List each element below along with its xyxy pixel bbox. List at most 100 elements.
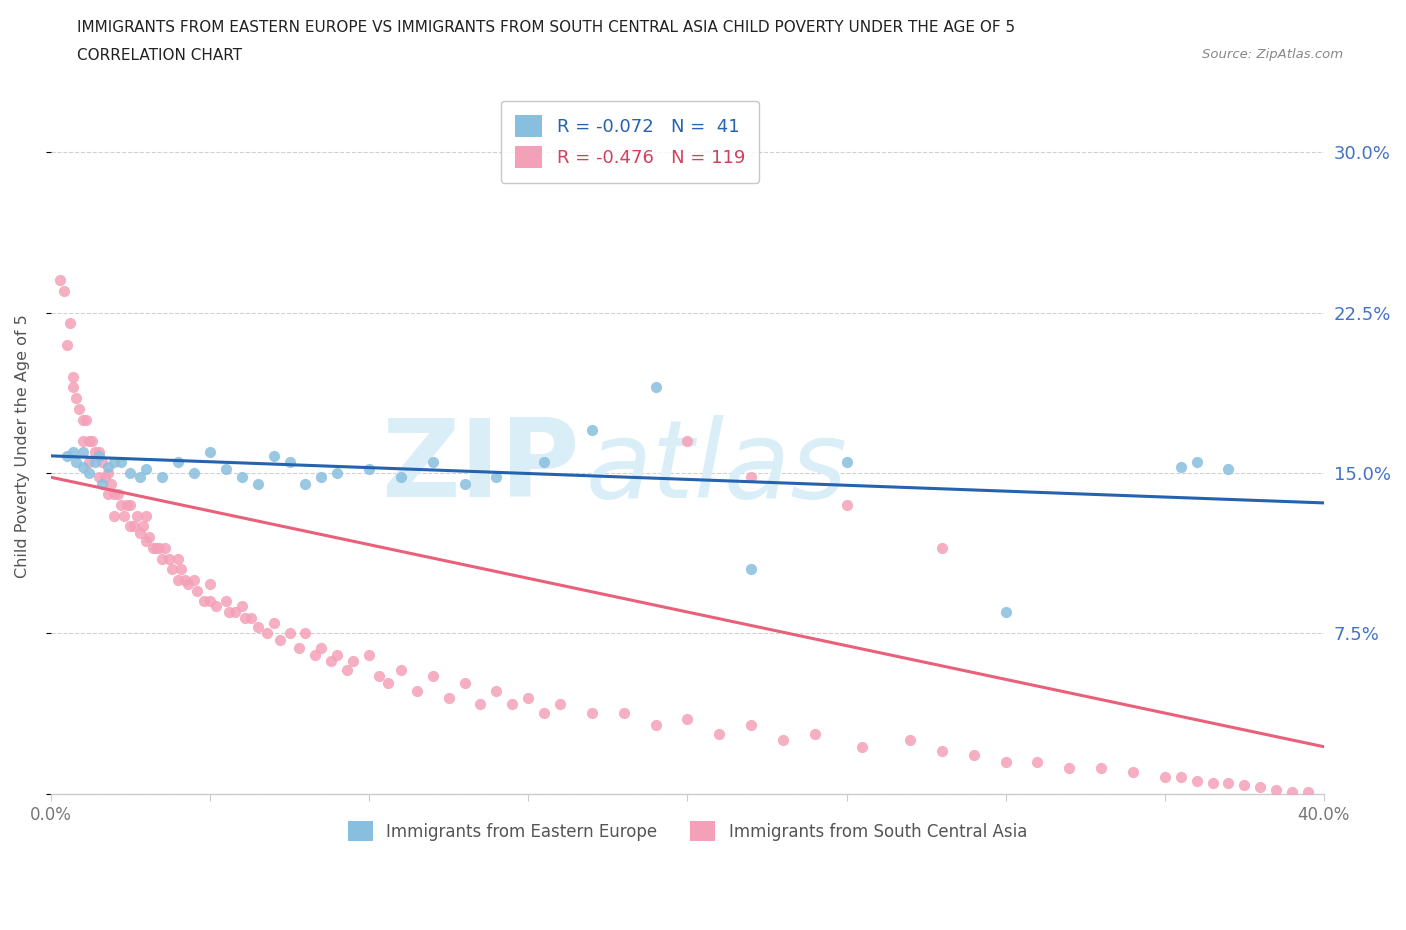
Point [740,562,762,577]
Point [183,573,205,588]
Point [87,470,110,485]
Point [772,733,794,748]
Point [676,711,699,726]
Point [1218,461,1240,476]
Point [84,455,107,470]
Point [644,380,666,395]
Point [142,540,165,555]
Point [65,391,87,405]
Point [135,509,157,524]
Point [77,455,100,470]
Point [342,654,364,669]
Point [186,583,208,598]
Point [1185,455,1208,470]
Point [994,754,1017,769]
Point [120,498,142,512]
Point [112,509,135,524]
Point [198,577,221,591]
Point [160,562,183,577]
Point [1281,784,1303,799]
Point [115,498,138,512]
Point [359,461,381,476]
Point [1170,459,1192,474]
Point [145,540,167,555]
Point [288,641,311,656]
Point [256,626,278,641]
Point [405,684,427,698]
Point [1249,780,1271,795]
Point [198,594,221,609]
Point [835,498,858,512]
Text: atlas: atlas [585,415,848,520]
Point [72,433,94,448]
Point [501,697,523,711]
Point [389,470,412,485]
Point [215,461,238,476]
Point [97,487,120,502]
Point [52,284,75,299]
Point [294,626,316,641]
Legend: Immigrants from Eastern Europe, Immigrants from South Central Asia: Immigrants from Eastern Europe, Immigran… [340,815,1033,848]
Point [90,476,112,491]
Point [218,604,240,619]
Point [167,455,190,470]
Point [155,540,177,555]
Point [77,433,100,448]
Point [231,598,253,613]
Point [129,525,152,540]
Text: Source: ZipAtlas.com: Source: ZipAtlas.com [1202,48,1343,61]
Point [294,476,316,491]
Point [548,697,571,711]
Point [72,412,94,427]
Point [69,402,91,417]
Point [55,338,77,352]
Point [994,604,1017,619]
Point [103,509,125,524]
Point [437,690,460,705]
Point [319,654,342,669]
Point [389,662,412,677]
Y-axis label: Child Poverty Under the Age of 5: Child Poverty Under the Age of 5 [15,314,30,578]
Point [851,739,873,754]
Point [1122,765,1144,780]
Point [125,509,148,524]
Point [326,647,349,662]
Point [129,470,152,485]
Point [170,562,193,577]
Point [157,551,180,566]
Point [1218,776,1240,790]
Point [676,433,699,448]
Point [1201,776,1223,790]
Point [72,445,94,459]
Text: ZIP: ZIP [381,414,579,520]
Point [304,647,326,662]
Point [898,733,921,748]
Point [59,316,82,331]
Point [55,448,77,463]
Point [246,476,269,491]
Point [176,577,198,591]
Point [103,455,125,470]
Point [103,487,125,502]
Point [62,369,84,384]
Point [231,470,253,485]
Point [87,448,110,463]
Point [240,611,263,626]
Point [367,669,389,684]
Point [62,380,84,395]
Point [193,594,215,609]
Point [75,412,97,427]
Point [359,647,381,662]
Point [263,448,285,463]
Point [1265,782,1288,797]
Point [173,573,195,588]
Point [82,433,104,448]
Point [931,540,953,555]
Point [120,466,142,481]
Point [326,466,349,481]
Point [517,690,540,705]
Point [835,455,858,470]
Point [709,726,731,741]
Point [453,476,475,491]
Point [1026,754,1049,769]
